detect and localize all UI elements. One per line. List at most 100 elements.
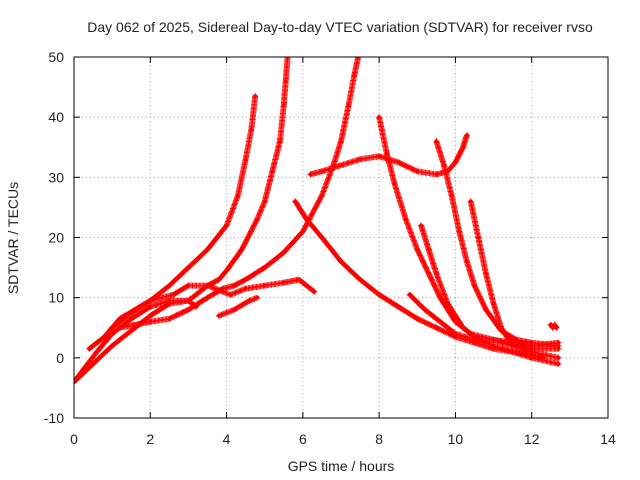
y-tick-label: 50: [48, 49, 64, 65]
grid-layer: [74, 57, 608, 418]
data-point: [304, 217, 309, 222]
data-point: [396, 160, 401, 165]
data-point: [224, 223, 229, 228]
data-point: [529, 343, 534, 348]
data-point: [319, 235, 324, 240]
data-point: [445, 301, 450, 306]
data-point: [548, 322, 553, 327]
tick-layer: 0 2 4 6 8 10 12 14 -10 0 10 20 30 40 50: [44, 49, 616, 447]
x-tick-label: 8: [375, 431, 383, 447]
data-point: [491, 337, 496, 342]
data-point: [171, 292, 176, 297]
data-point: [129, 310, 134, 315]
chart-title: Day 062 of 2025, Sidereal Day-to-day VTE…: [87, 19, 593, 35]
data-point: [236, 193, 241, 198]
data-point: [464, 259, 469, 264]
data-point: [438, 319, 443, 324]
data-point: [300, 229, 305, 234]
data-point: [293, 199, 298, 204]
data-point: [232, 307, 237, 312]
data-point: [283, 79, 288, 84]
data-point: [550, 325, 555, 330]
data-point: [312, 289, 317, 294]
x-tick-label: 12: [524, 431, 540, 447]
data-point: [461, 325, 466, 330]
data-point: [339, 163, 343, 168]
series-layer: [74, 57, 562, 385]
series-sat-e: [116, 57, 362, 331]
data-point: [476, 235, 481, 240]
x-axis-title: GPS time / hours: [288, 458, 395, 474]
data-point: [491, 301, 496, 306]
data-point: [358, 277, 363, 282]
data-point: [434, 172, 439, 177]
data-point: [129, 316, 134, 321]
series-sat-f: [215, 294, 261, 319]
data-point: [426, 271, 431, 276]
data-point: [262, 283, 267, 288]
data-point: [253, 94, 258, 99]
data-point: [403, 217, 408, 222]
data-point: [243, 277, 248, 282]
data-point: [426, 247, 431, 252]
data-point: [319, 193, 324, 198]
data-point: [392, 181, 397, 186]
data-point: [228, 292, 233, 297]
data-point: [110, 331, 115, 336]
data-point: [148, 304, 153, 309]
data-point: [491, 343, 496, 348]
data-point: [377, 115, 382, 120]
data-point: [419, 223, 424, 228]
y-tick-label: 20: [48, 230, 64, 246]
data-point: [148, 298, 153, 303]
data-point: [377, 292, 382, 297]
data-point: [556, 340, 561, 345]
x-tick-label: 6: [299, 431, 307, 447]
data-point: [186, 265, 191, 270]
data-point: [499, 325, 504, 330]
data-point: [297, 277, 302, 282]
data-point: [216, 313, 221, 318]
data-point: [384, 151, 389, 156]
data-point: [556, 361, 561, 366]
data-point: [415, 316, 420, 321]
data-point: [148, 319, 153, 324]
series-markers: [376, 114, 562, 361]
data-point: [167, 301, 172, 306]
data-point: [110, 343, 115, 348]
data-point: [308, 172, 313, 177]
data-point: [186, 307, 191, 312]
data-point: [239, 247, 244, 252]
data-point: [262, 199, 267, 204]
data-point: [510, 349, 515, 354]
data-point: [186, 283, 191, 288]
data-point: [167, 316, 172, 321]
data-point: [281, 103, 286, 108]
data-point: [346, 103, 351, 108]
data-point: [461, 145, 466, 150]
data-point: [129, 328, 134, 333]
data-point: [415, 169, 420, 174]
data-point: [243, 157, 248, 162]
series-markers: [215, 294, 261, 319]
data-point: [102, 334, 107, 339]
data-point: [304, 283, 309, 288]
data-point: [281, 250, 286, 255]
data-point: [255, 295, 260, 300]
data-point: [434, 139, 439, 144]
data-point: [205, 247, 210, 252]
data-point: [476, 337, 481, 342]
data-point: [232, 283, 237, 288]
series-sat-m: [418, 222, 562, 367]
data-point: [510, 340, 515, 345]
data-point: [94, 349, 99, 354]
data-point: [270, 169, 275, 174]
series-sat-d: [109, 93, 259, 331]
data-point: [148, 313, 153, 318]
data-point: [186, 298, 191, 303]
data-point: [472, 283, 477, 288]
data-point: [247, 298, 252, 303]
data-point: [220, 286, 225, 291]
x-tick-label: 14: [600, 431, 616, 447]
